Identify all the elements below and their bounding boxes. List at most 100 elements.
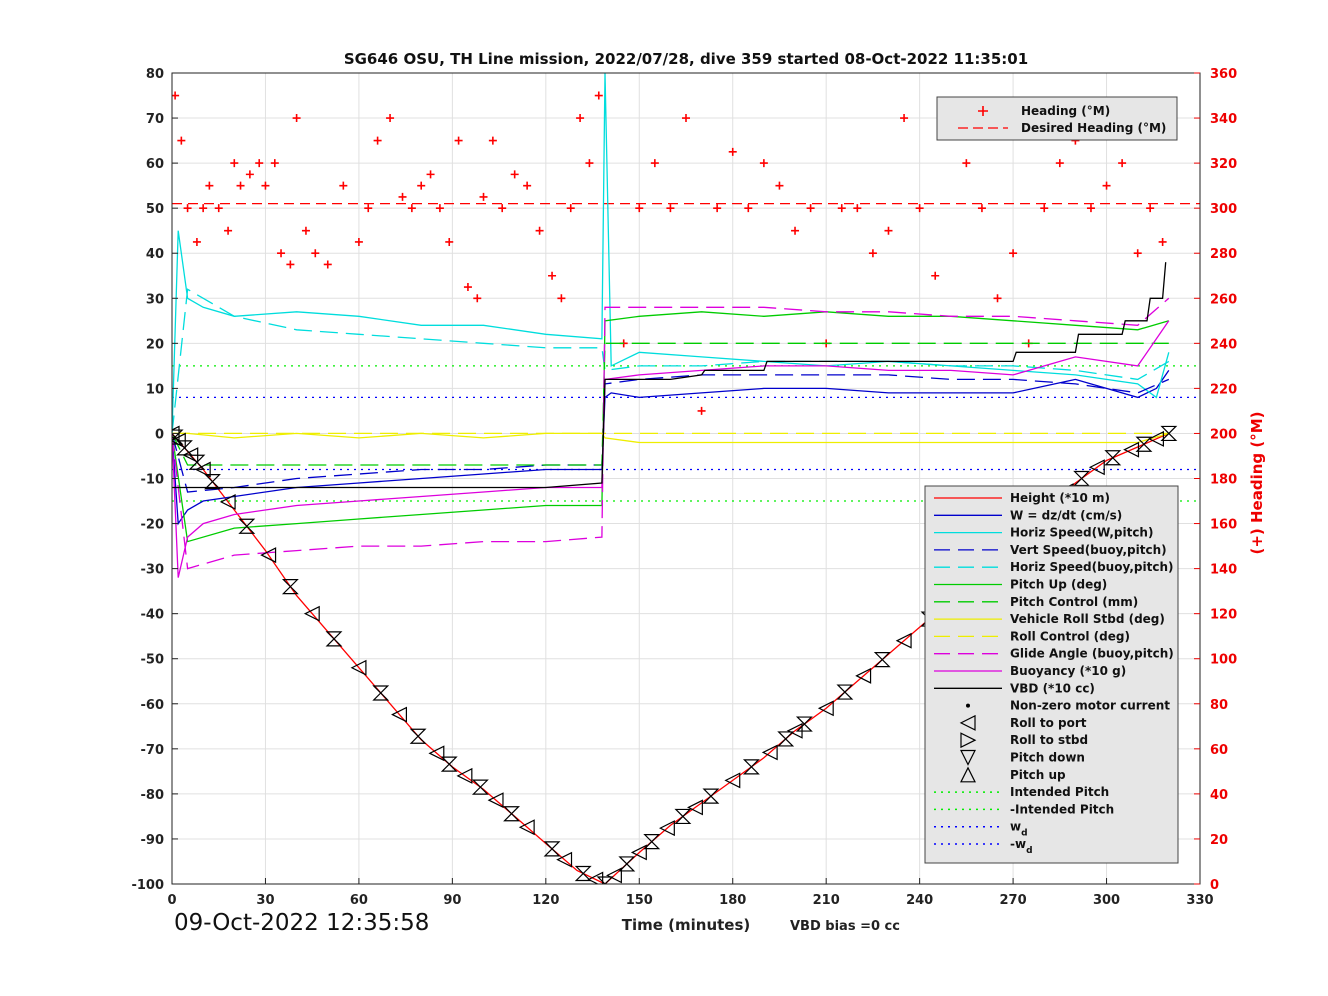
heading-point (977, 204, 986, 213)
dive-marker (325, 631, 343, 647)
series-line (172, 432, 1169, 444)
x-tick-label: 180 (719, 893, 746, 908)
dive-marker (543, 841, 561, 857)
heading-point (445, 237, 454, 246)
dive-marker (777, 731, 795, 747)
y2-tick-label: 320 (1210, 157, 1237, 172)
heading-point (292, 114, 301, 123)
dive-marker (658, 820, 675, 837)
y-tick-label: -40 (141, 608, 165, 623)
dive-marker (702, 788, 720, 804)
legend-label: Pitch up (1010, 768, 1066, 782)
heading-point (585, 159, 594, 168)
heading-point (224, 226, 233, 235)
y2-tick-label: 20 (1210, 833, 1228, 848)
y2-tick-label: 60 (1210, 743, 1228, 758)
heading-point (205, 181, 214, 190)
dive-marker (895, 632, 912, 649)
heading-point (270, 159, 279, 168)
y2-tick-label: 360 (1210, 67, 1237, 82)
dive-marker (742, 759, 760, 775)
dive-marker (409, 728, 427, 744)
series-line (172, 297, 1170, 570)
y2-tick-label: 200 (1210, 427, 1237, 442)
heading-point (339, 181, 348, 190)
legend-label: wd (1010, 820, 1028, 839)
legend-label: Desired Heading (°M) (1021, 121, 1166, 135)
heading-legend-box (936, 96, 1178, 141)
heading-point (566, 204, 575, 213)
heading-point (435, 204, 444, 213)
dive-marker (836, 684, 854, 700)
dive-marker (428, 745, 445, 762)
heading-point (354, 237, 363, 246)
heading-point (759, 159, 768, 168)
vbd-bias-note: VBD bias =0 cc (790, 919, 900, 934)
legend-label: Heading (°M) (1021, 104, 1110, 118)
dive-marker (303, 605, 320, 622)
y2-axis-label: (+) Heading (°M) (1248, 411, 1266, 554)
heading-point (557, 294, 566, 303)
legend-swatch (959, 714, 976, 731)
dive-marker (574, 865, 592, 882)
dive-marker (194, 461, 211, 478)
heading-point (635, 204, 644, 213)
heading-point (1102, 181, 1111, 190)
legend-label: Roll Control (deg) (1010, 629, 1130, 643)
heading-point (650, 159, 659, 168)
heading-point (806, 204, 815, 213)
dive-marker (1104, 450, 1122, 466)
heading-point (498, 204, 507, 213)
dive-marker (487, 792, 504, 809)
axis-ticks: 0 30 60 90 120 150 180 210 240 270 300 330-100-90-8… (131, 67, 1237, 908)
x-tick-label: 300 (1093, 893, 1120, 908)
x-axis-label: Time (minutes) (622, 916, 751, 934)
heading-point (255, 159, 264, 168)
heading-point (277, 249, 286, 258)
legend-label: Roll to port (1010, 716, 1087, 730)
series-line (172, 370, 1170, 526)
y-tick-label: 80 (146, 67, 164, 82)
heading-point (510, 170, 519, 179)
heading-point (192, 237, 201, 246)
y-tick-label: 30 (146, 292, 164, 307)
dive-marker (855, 667, 872, 684)
legend-swatch (966, 703, 970, 708)
y-tick-label: -20 (141, 518, 165, 533)
y2-tick-label: 160 (1210, 518, 1237, 533)
heading-point (1146, 204, 1155, 213)
x-tick-label: 90 (443, 893, 461, 908)
dive-marker (1088, 459, 1105, 476)
dive-marker (643, 834, 661, 850)
heading-point (473, 294, 482, 303)
heading-point (1086, 204, 1095, 213)
legend-label: Horiz Speed(buoy,pitch) (1010, 560, 1173, 574)
legend-label: Horiz Speed(W,pitch) (1010, 526, 1153, 540)
heading-point (853, 204, 862, 213)
x-tick-label: 60 (350, 893, 368, 908)
legend-label: Vehicle Roll Stbd (deg) (1010, 612, 1165, 626)
legend-label: Pitch down (1010, 751, 1085, 765)
legend-label: VBD (*10 cc) (1010, 681, 1095, 695)
footer-timestamp: 09-Oct-2022 12:35:58 (174, 910, 430, 936)
heading-point (407, 204, 416, 213)
series-line (172, 262, 1167, 489)
legend-label: Pitch Control (mm) (1010, 595, 1138, 609)
dive-marker (260, 547, 277, 564)
dive-marker (188, 454, 206, 470)
y2-tick-label: 40 (1210, 788, 1228, 803)
heading-point (286, 260, 295, 269)
heading-point (775, 181, 784, 190)
x-tick-label: 30 (256, 893, 274, 908)
series-legend-box (924, 485, 1179, 864)
heading-point (535, 226, 544, 235)
heading-point (744, 204, 753, 213)
heading-point (417, 181, 426, 190)
y2-tick-label: 280 (1210, 247, 1237, 262)
chart-title: SG646 OSU, TH Line mission, 2022/07/28, … (344, 50, 1028, 68)
heading-point (245, 170, 254, 179)
heading-point (1118, 159, 1127, 168)
heading-point (1009, 249, 1018, 258)
heading-point (488, 136, 497, 145)
y-tick-label: -30 (141, 563, 165, 578)
